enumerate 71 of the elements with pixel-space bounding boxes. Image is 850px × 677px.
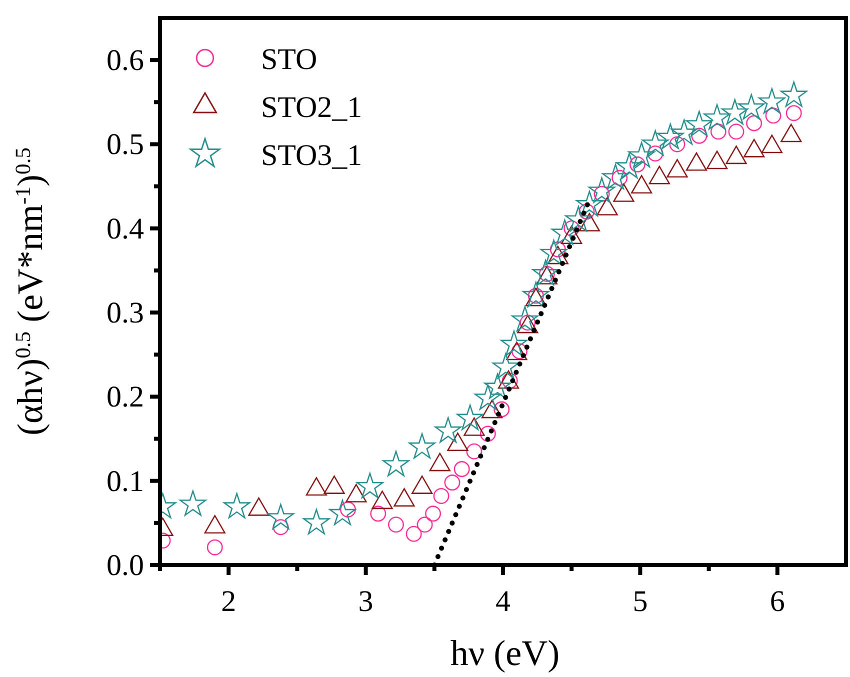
point [406, 526, 422, 542]
point [786, 105, 802, 122]
x-tick-label: 2 [221, 585, 236, 618]
y-tick-label: 0.5 [106, 128, 144, 162]
point [303, 508, 330, 534]
x-axis-title: hν (eV) [450, 633, 560, 673]
x-tick-label: 6 [770, 585, 785, 618]
point [670, 119, 698, 145]
legend-label: STO2_1 [261, 91, 362, 124]
point [382, 450, 410, 476]
point [494, 401, 510, 418]
point [425, 506, 442, 522]
point [691, 128, 708, 144]
point [480, 426, 496, 442]
point [223, 492, 250, 518]
point [686, 110, 713, 136]
point [710, 124, 726, 140]
point [454, 461, 470, 478]
x-tick-label: 5 [632, 585, 648, 618]
point [780, 81, 808, 107]
point [758, 88, 786, 114]
point [267, 504, 294, 530]
point [180, 490, 206, 516]
point [642, 130, 669, 156]
legend-label: STO [261, 43, 318, 76]
point [474, 384, 502, 410]
point [408, 433, 436, 459]
y-tick-label: 0.4 [106, 212, 144, 246]
point [356, 472, 384, 498]
point [484, 373, 511, 399]
point [602, 164, 629, 190]
point [588, 177, 616, 203]
x-tick-label: 4 [496, 585, 510, 618]
point [704, 104, 730, 130]
point [628, 142, 655, 168]
x-tick-label: 3 [358, 585, 374, 618]
point [738, 94, 765, 120]
y-tick-label: 0.6 [106, 44, 144, 78]
point [746, 115, 762, 132]
point [456, 404, 484, 430]
y-tick-label: 0.1 [106, 464, 144, 498]
point [616, 152, 643, 178]
point [765, 108, 782, 124]
point [629, 156, 646, 172]
point [444, 474, 460, 491]
point [329, 500, 356, 526]
point [551, 219, 578, 245]
point [565, 206, 592, 232]
point [206, 539, 223, 556]
point [522, 282, 550, 308]
point [434, 417, 462, 443]
point [388, 516, 404, 533]
point [647, 145, 664, 162]
y-tick-label: 0.0 [106, 549, 144, 582]
point [272, 519, 289, 536]
y-tick-label: 0.2 [106, 380, 144, 414]
point [500, 330, 528, 356]
point [492, 353, 520, 379]
point [532, 260, 559, 286]
point [512, 306, 538, 332]
point [576, 190, 603, 216]
point [433, 488, 450, 504]
point [540, 240, 568, 266]
point [657, 124, 684, 149]
point [728, 124, 744, 140]
point [416, 516, 433, 533]
point [722, 99, 748, 125]
point [370, 506, 386, 522]
legend-label: STO3_1 [261, 139, 362, 172]
y-tick-label: 0.3 [106, 296, 144, 330]
point [466, 443, 482, 460]
